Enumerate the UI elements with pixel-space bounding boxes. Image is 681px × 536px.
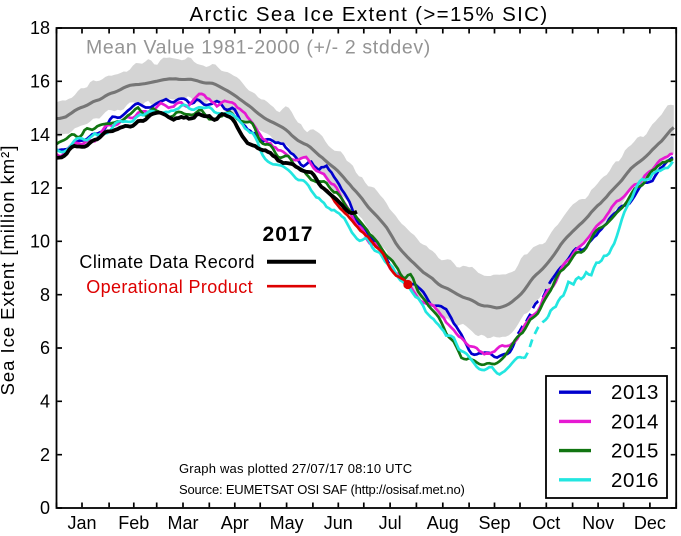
- svg-text:18: 18: [30, 18, 50, 38]
- svg-text:Operational Product: Operational Product: [86, 277, 253, 297]
- svg-text:2: 2: [40, 445, 50, 465]
- svg-text:Jul: Jul: [379, 513, 402, 533]
- svg-text:2013: 2013: [611, 381, 659, 404]
- svg-text:6: 6: [40, 338, 50, 358]
- svg-text:2017: 2017: [262, 223, 313, 246]
- svg-text:12: 12: [30, 178, 50, 198]
- svg-text:Feb: Feb: [118, 513, 149, 533]
- svg-text:Apr: Apr: [221, 513, 249, 533]
- svg-text:14: 14: [30, 125, 50, 145]
- svg-text:Sea Ice Extent [million km²]: Sea Ice Extent [million km²]: [0, 145, 18, 396]
- svg-text:10: 10: [30, 232, 50, 252]
- svg-text:Source: EUMETSAT OSI SAF (http: Source: EUMETSAT OSI SAF (http://osisaf.…: [179, 482, 465, 497]
- svg-text:2016: 2016: [611, 469, 659, 492]
- svg-text:16: 16: [30, 72, 50, 92]
- svg-text:Sep: Sep: [478, 513, 510, 533]
- svg-text:8: 8: [40, 285, 50, 305]
- svg-text:Graph was plotted 27/07/17 08:: Graph was plotted 27/07/17 08:10 UTC: [179, 461, 412, 476]
- svg-text:Jan: Jan: [67, 513, 96, 533]
- svg-text:Mean Value 1981-2000 (+/- 2 st: Mean Value 1981-2000 (+/- 2 stddev): [86, 37, 431, 59]
- svg-text:Nov: Nov: [582, 513, 614, 533]
- svg-text:Aug: Aug: [427, 513, 459, 533]
- svg-text:4: 4: [40, 392, 50, 412]
- svg-text:2015: 2015: [611, 440, 659, 463]
- svg-text:May: May: [270, 513, 304, 533]
- svg-text:Oct: Oct: [532, 513, 560, 533]
- svg-text:Jun: Jun: [324, 513, 353, 533]
- svg-text:0: 0: [40, 498, 50, 518]
- svg-text:Dec: Dec: [634, 513, 666, 533]
- svg-text:2014: 2014: [611, 410, 659, 433]
- svg-text:Climate Data Record: Climate Data Record: [79, 252, 255, 272]
- svg-text:Arctic Sea Ice Extent (>=15% S: Arctic Sea Ice Extent (>=15% SIC): [189, 3, 548, 26]
- svg-text:Mar: Mar: [168, 513, 199, 533]
